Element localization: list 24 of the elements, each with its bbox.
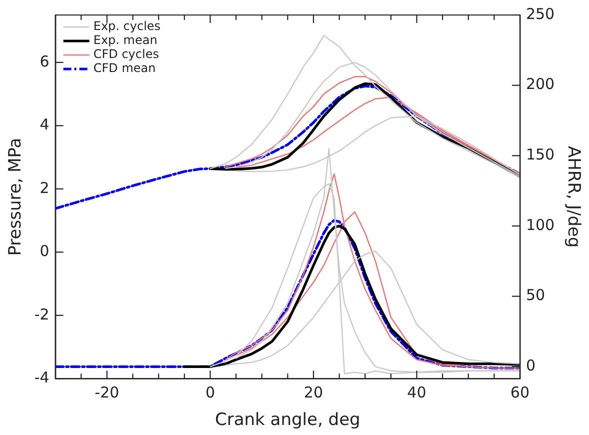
y-axis-title: Pressure, MPa [6,138,26,256]
x-tick-label: -20 [94,383,120,402]
y2-tick-label: 150 [526,146,555,164]
x-tick-label: 40 [407,383,426,402]
y2-axis-title: AHRR, J/deg [563,146,584,248]
y-tick-label: 4 [40,116,50,134]
y2-tick-label: 0 [526,356,536,375]
y2-tick-label: 200 [526,75,555,94]
legend-label: Exp. cycles [93,19,161,34]
x-axis-title: Crank angle, deg [215,410,360,430]
legend-label: Exp. mean [93,33,158,48]
y-tick-label: 2 [40,178,50,197]
y2-tick-label: 250 [526,4,555,23]
y2-tick-label: 50 [526,286,546,304]
x-tick-label: 20 [304,383,324,402]
y-tick-label: -2 [34,305,50,324]
x-tick-label: 0 [205,383,215,402]
y-tick-label: 0 [40,242,50,260]
y-tick-label: -4 [34,368,50,386]
legend-label: CFD mean [93,61,156,76]
legend-label: CFD cycles [93,47,159,62]
y2-tick-label: 100 [526,216,555,234]
x-tick-label: 60 [510,383,530,402]
y-tick-label: 6 [40,52,50,70]
